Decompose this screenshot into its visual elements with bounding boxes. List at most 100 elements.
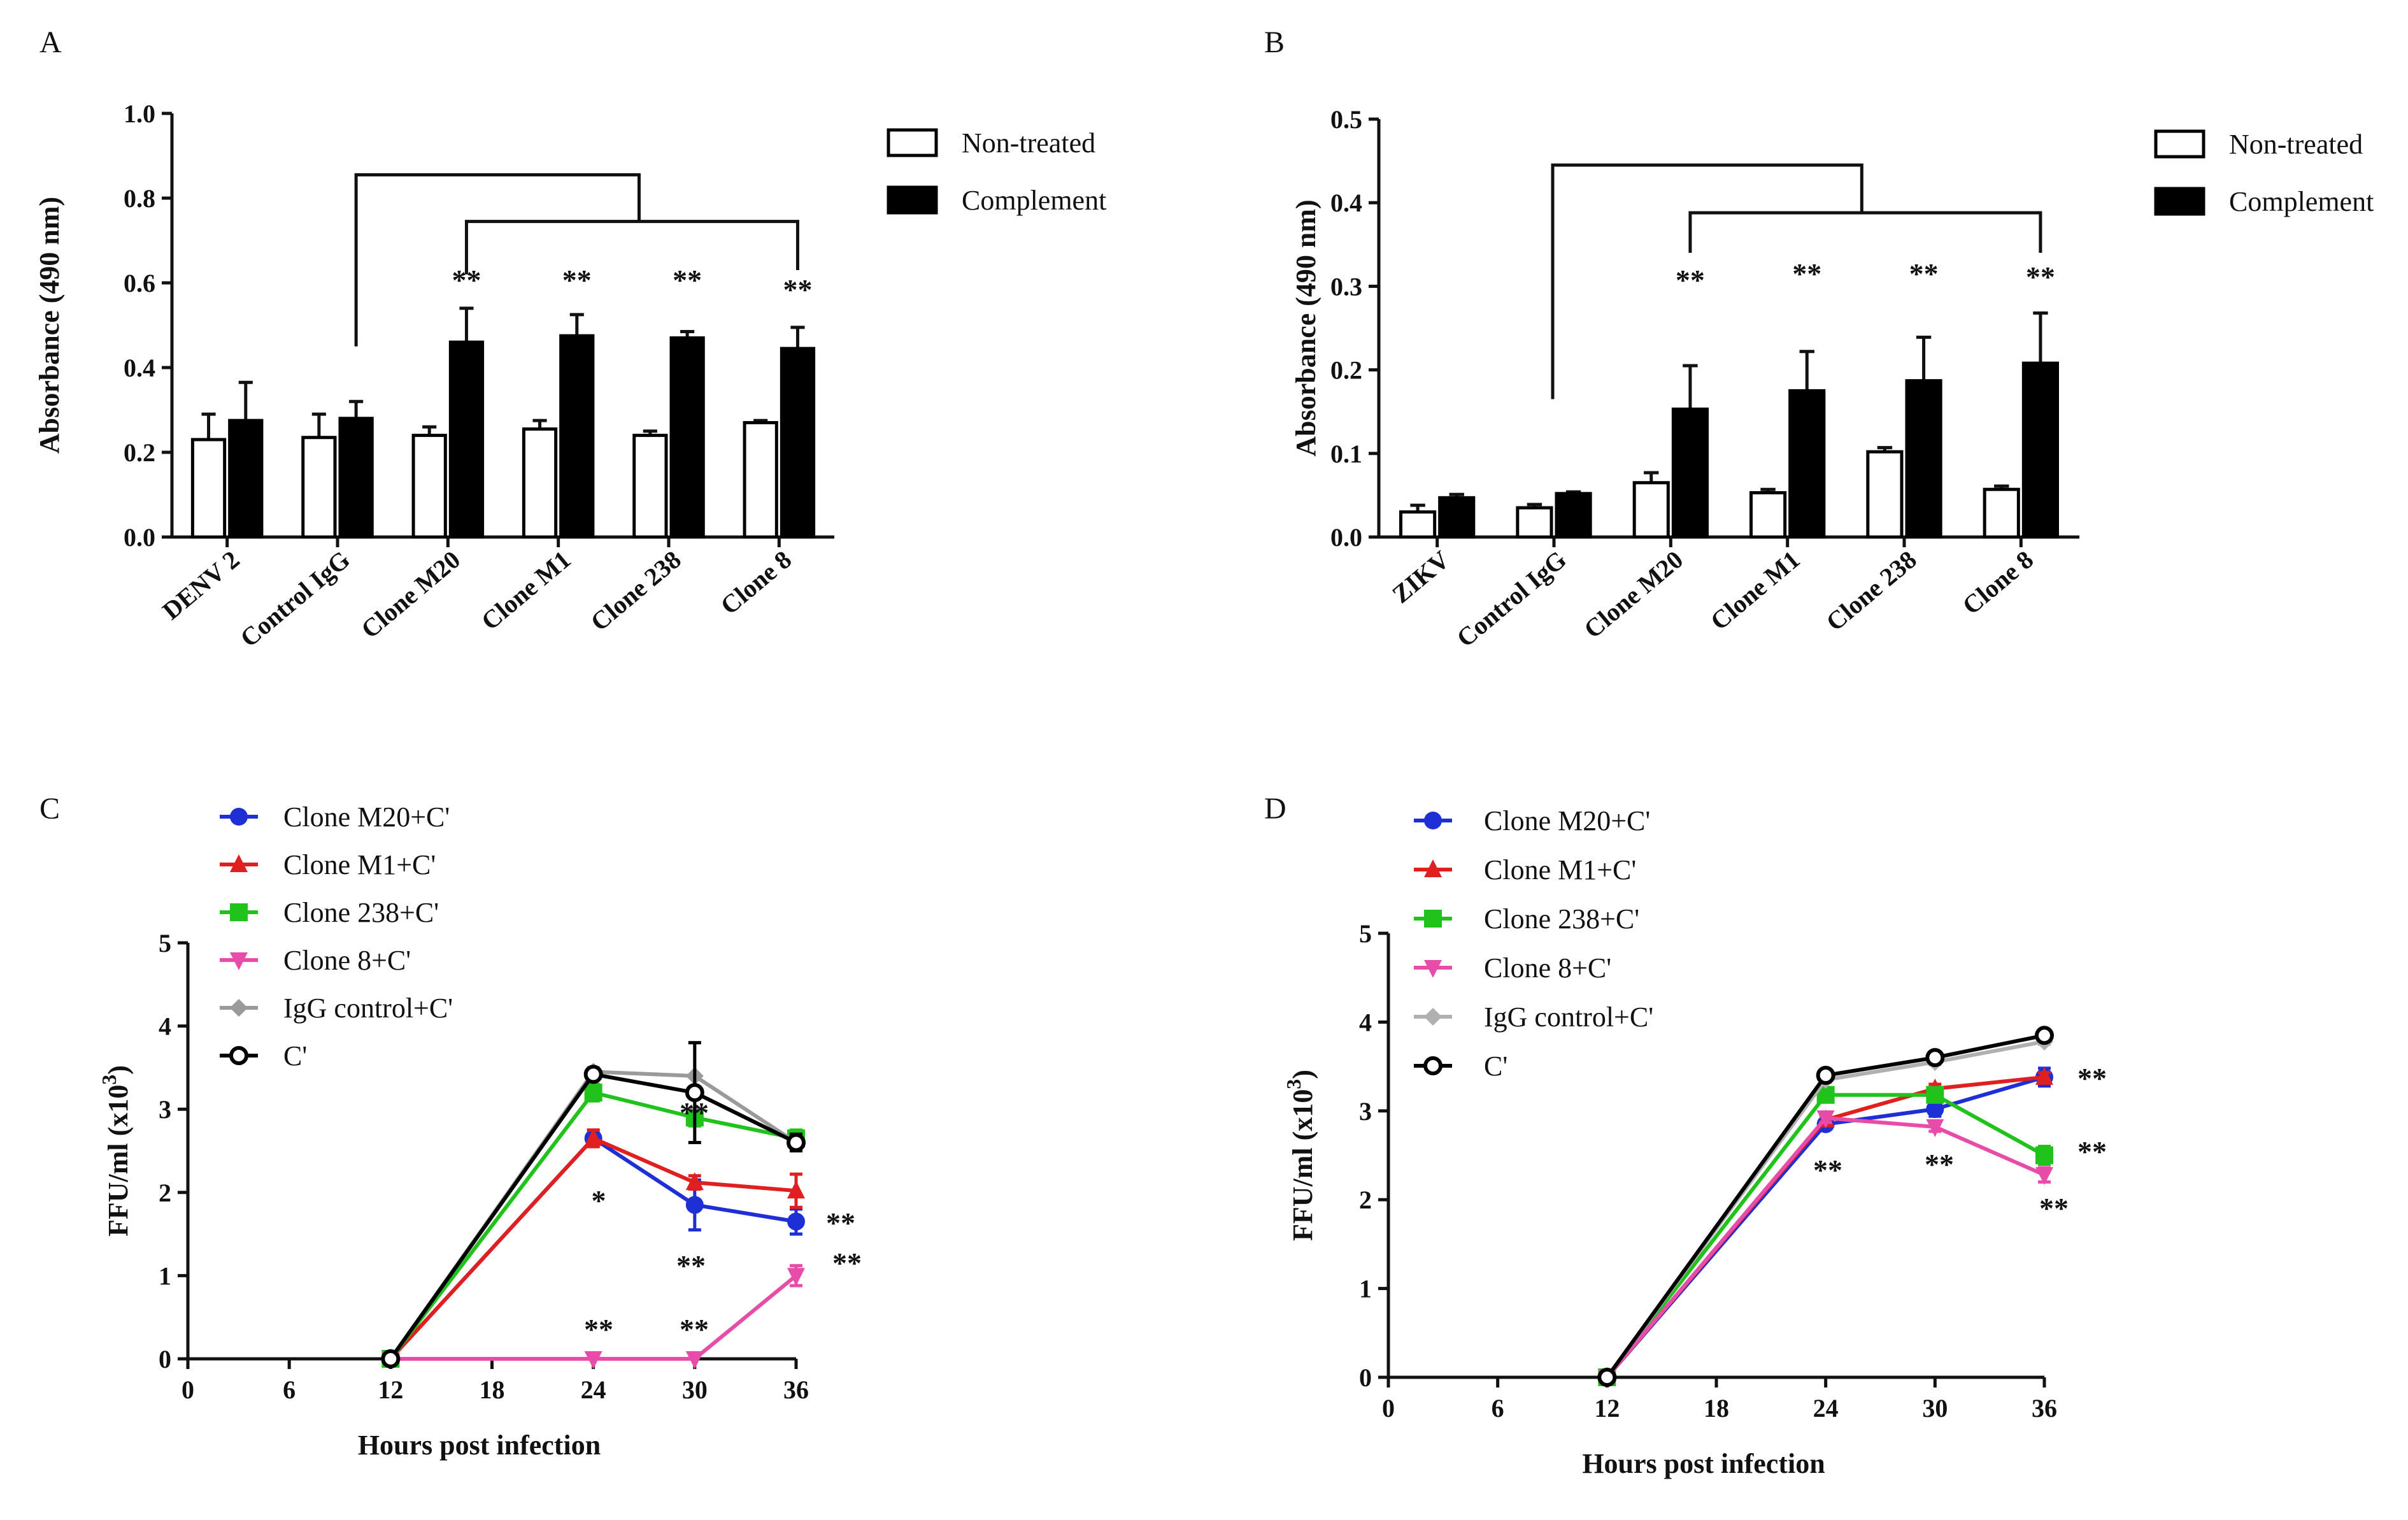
legend-label: Non-treated [2229,129,2363,160]
y-tick-label: 0 [1359,1363,1372,1392]
bar-complement [1905,379,1942,539]
series-line [1606,1115,2046,1379]
data-point [584,1084,602,1102]
x-tick-label: ZIKV [1386,545,1455,608]
bar-non-treated [522,427,558,539]
bar-non-treated [632,433,668,539]
legend-label: Complement [962,185,1106,216]
x-tick-label: 24 [581,1375,606,1404]
data-point [1925,1048,1945,1068]
significance-mark: ** [2077,1062,2107,1094]
data-point [584,1128,602,1146]
y-tick-label: 5 [1359,919,1372,948]
bar-non-treated [743,420,778,539]
bar-complement [669,336,705,539]
significance-mark: ** [1676,264,1705,296]
legend-label: Complement [2229,186,2374,217]
legend-label: Clone M1+C' [1484,854,1636,885]
y-tick-label: 0.4 [124,354,155,382]
x-tick-label: 12 [378,1375,403,1404]
significance-mark: ** [1813,1154,1842,1186]
y-axis-title: FFU/ml (x103) [1282,1070,1318,1241]
x-tick-label: 30 [682,1375,708,1404]
x-axis-title: Hours post infection [1582,1448,1825,1479]
bar-chart-panel-b: B 0.0 0.1 0.2 0.3 0.4 0.5 Absorbance (490 nm) ZI… [1264,25,2374,652]
x-tick-label: 6 [283,1375,296,1404]
bar-complement [1671,407,1709,539]
bar-non-treated [1399,510,1437,539]
legend-swatch-complement [887,185,938,215]
legend-marker [230,808,248,826]
data-point [2035,1066,2053,1085]
data-point [787,1133,806,1152]
series-line [388,1072,797,1360]
legend: Non-treated Complement [887,127,1106,216]
series-line [1605,1093,2046,1379]
bar-non-treated [411,433,447,539]
comparison-bracket-inner [464,220,799,275]
bar-complement [2021,361,2059,539]
legend: Clone M20+C' Clone M1+C' Clone 238+C' Clone… [1414,805,1653,1082]
legend-marker [230,952,248,970]
y-tick-label: 3 [1359,1097,1372,1126]
y-tick-label: 0.3 [1330,272,1362,301]
data-point [584,1351,602,1369]
y-axis-title: Absorbance (490 nm) [1290,199,1322,456]
series-line [388,1090,797,1360]
y-axis-title-end: ) [1287,1070,1318,1079]
data-point [381,1349,401,1368]
bar-non-treated [1749,491,1787,539]
y-axis-title-sup: 3 [97,1075,120,1085]
legend-marker [1424,859,1442,877]
legend-label: Clone M20+C' [1484,805,1650,836]
data-point [787,1268,805,1286]
x-tick-label: Control IgG [235,545,355,652]
bar-non-treated [1983,487,2020,539]
legend: Non-treated Complement [2154,129,2374,217]
y-axis-title-end: ) [103,1065,134,1075]
comparison-bracket-inner [1688,211,2042,253]
significance-mark: ** [584,1313,613,1345]
panel-label: B [1264,25,1285,59]
significance-mark: ** [832,1247,862,1279]
y-axis-title-main: FFU/ml (x10 [103,1085,134,1237]
y-tick-label: 5 [159,929,171,957]
significance-mark: ** [673,264,702,296]
legend-marker [230,903,248,921]
x-tick-label: 36 [2032,1394,2057,1423]
x-tick-label: Clone M1 [1705,545,1805,635]
significance-mark: ** [676,1249,706,1282]
y-tick-label: 1 [1359,1275,1372,1303]
data-point [2035,1167,2053,1186]
series-c [1597,1026,2054,1387]
bar-complement [780,347,816,539]
y-tick-label: 0.4 [1330,189,1362,217]
significance-mark: ** [1925,1148,1954,1180]
x-axis-title: Hours post infection [358,1430,601,1461]
legend: Clone M20+C' Clone M1+C' Clone 238+C' Clone… [220,801,453,1072]
data-point [583,1065,603,1084]
y-tick-label: 0.0 [124,523,155,552]
data-point [1597,1368,1617,1387]
x-tick-label: 18 [480,1375,505,1404]
y-tick-label: 0.0 [1330,523,1362,552]
y-tick-label: 0.5 [1330,105,1362,134]
bar-complement [1555,492,1592,539]
data-point [1816,1066,1835,1086]
legend-label: Clone M20+C' [283,801,450,833]
panel-label: D [1264,792,1286,826]
bar-complement [1438,496,1476,539]
series-clone-8-c [1598,1110,2053,1387]
legend-label: C' [1484,1050,1507,1082]
legend-label: Clone 8+C' [1484,952,1611,984]
legend-label: Clone 238+C' [283,897,439,928]
legend-label: Clone 238+C' [1484,903,1639,935]
data-point [1926,1086,1944,1104]
x-tick-label: 0 [1382,1394,1395,1423]
data-point [787,1212,805,1231]
data-point [685,1351,704,1369]
x-tick-label: 0 [182,1375,194,1404]
bar-chart-panel-a: A 0.0 0.2 0.4 0.6 0.8 1.0 Absorbance (490 nm) DE… [34,25,1106,652]
legend-label: Clone M1+C' [283,849,436,880]
